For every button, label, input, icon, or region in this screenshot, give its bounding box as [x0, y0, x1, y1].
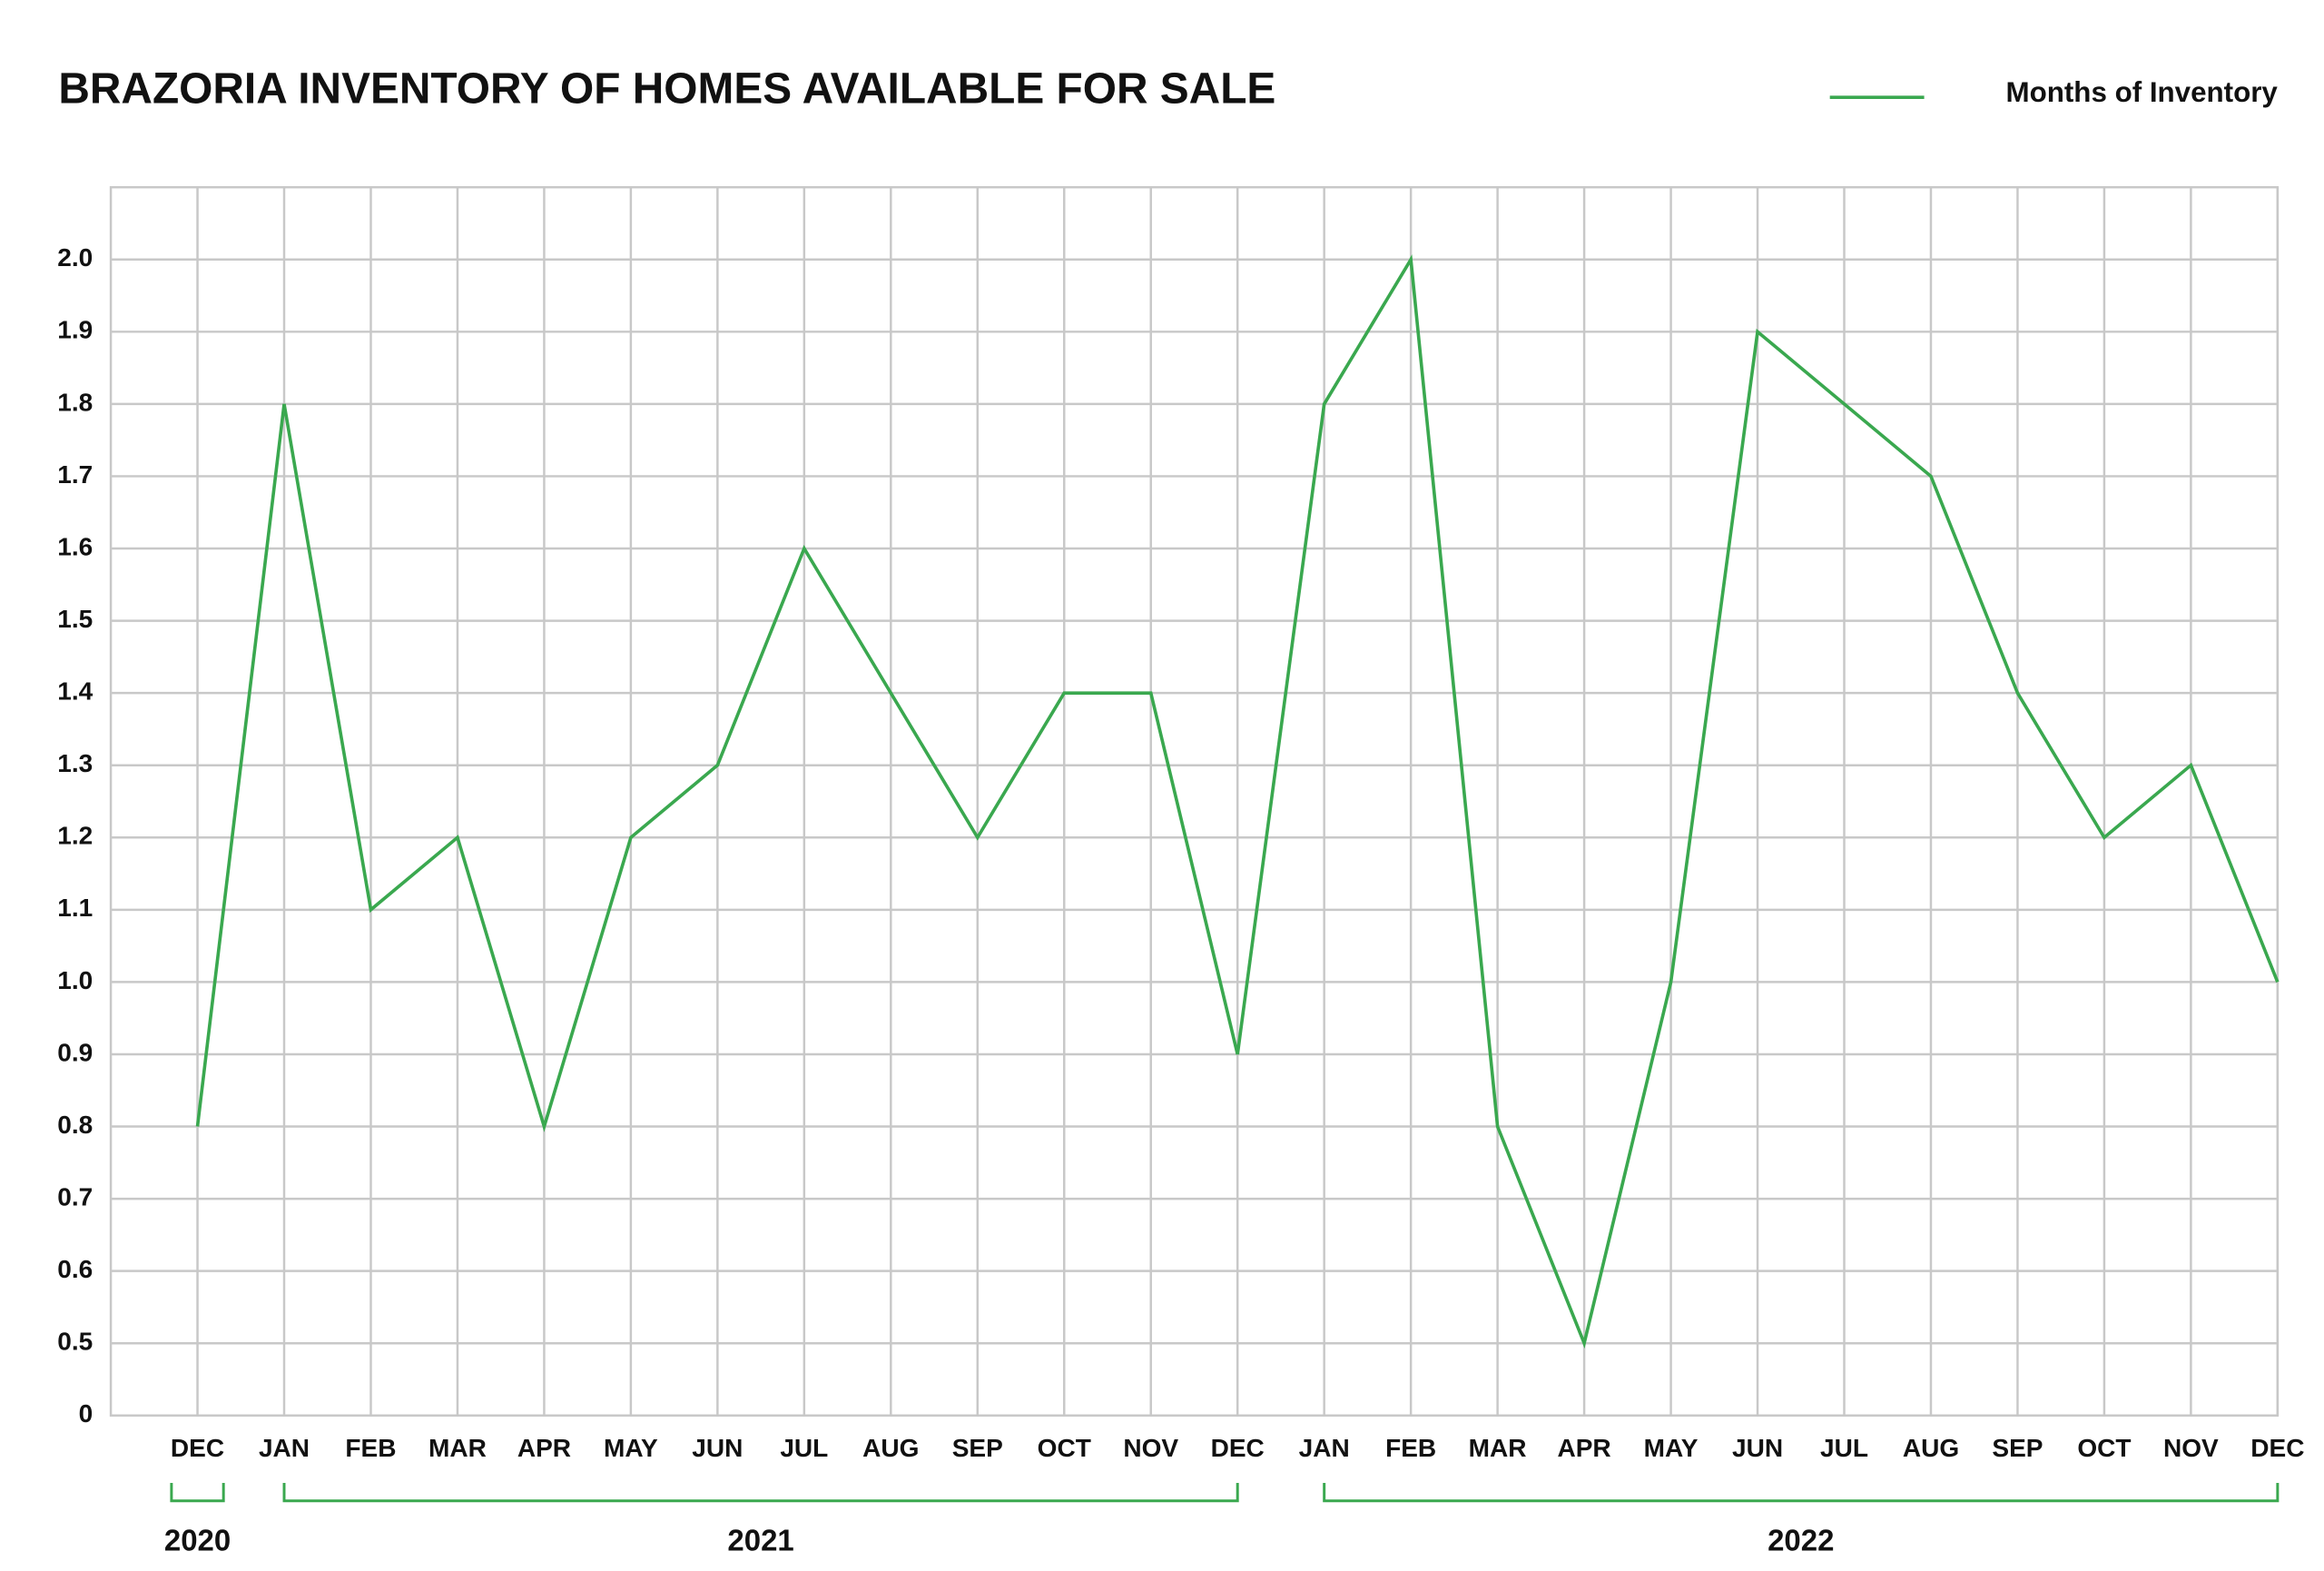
x-tick-label: APR — [517, 1434, 571, 1462]
year-bracket — [170, 1482, 225, 1503]
x-tick-label: JAN — [259, 1434, 310, 1462]
y-tick-label: 1.2 — [57, 822, 93, 850]
data-line — [195, 254, 2280, 1349]
x-tick-label: OCT — [1038, 1434, 1091, 1462]
year-label: 2021 — [727, 1524, 793, 1557]
x-tick-label: MAY — [604, 1434, 658, 1462]
x-tick-label: DEC — [2250, 1434, 2304, 1462]
x-tick-label: DEC — [1211, 1434, 1265, 1462]
x-tick-label: AUG — [1903, 1434, 1959, 1462]
y-tick-label: 1.6 — [57, 532, 93, 560]
y-tick-label: 1.5 — [57, 605, 93, 633]
x-tick-label: JUN — [692, 1434, 743, 1462]
y-tick-label: 0.7 — [57, 1182, 93, 1210]
x-tick-label: NOV — [2163, 1434, 2219, 1462]
x-tick-label: FEB — [345, 1434, 396, 1462]
year-label: 2022 — [1768, 1524, 1834, 1557]
y-tick-label: 1.7 — [57, 460, 93, 489]
year-label: 2020 — [164, 1524, 231, 1557]
chart-title: BRAZORIA INVENTORY OF HOMES AVAILABLE FO… — [58, 64, 1275, 113]
x-tick-label: AUG — [862, 1434, 919, 1462]
x-tick-label: JUL — [780, 1434, 828, 1462]
x-tick-label: MAR — [1469, 1434, 1527, 1462]
x-tick-label: MAY — [1644, 1434, 1699, 1462]
x-tick-label: FEB — [1385, 1434, 1436, 1462]
y-tick-label: 0.5 — [57, 1328, 93, 1356]
y-tick-label: 1.4 — [57, 677, 93, 706]
x-tick-label: OCT — [2077, 1434, 2131, 1462]
y-tick-label: 2.0 — [57, 243, 93, 272]
x-tick-label: NOV — [1123, 1434, 1178, 1462]
year-bracket — [282, 1482, 1239, 1503]
y-tick-label: 0.6 — [57, 1255, 93, 1283]
x-tick-label: SEP — [1992, 1434, 2043, 1462]
y-tick-label: 1.1 — [57, 894, 93, 922]
y-tick-label: 1.0 — [57, 966, 93, 994]
y-tick-label: 1.8 — [57, 388, 93, 416]
x-tick-label: SEP — [952, 1434, 1003, 1462]
y-tick-label: 0 — [79, 1399, 94, 1428]
y-tick-label: 0.9 — [57, 1038, 93, 1066]
plot-border — [109, 185, 2280, 1418]
x-tick-label: JAN — [1299, 1434, 1350, 1462]
y-tick-label: 1.3 — [57, 749, 93, 777]
x-tick-label: JUN — [1732, 1434, 1783, 1462]
y-tick-label: 0.8 — [57, 1111, 93, 1139]
legend-label: Months of Inventory — [2006, 76, 2279, 108]
y-tick-label: 1.9 — [57, 316, 93, 344]
year-bracket — [1323, 1482, 2280, 1503]
x-tick-label: DEC — [171, 1434, 224, 1462]
x-tick-label: APR — [1557, 1434, 1610, 1462]
x-tick-label: JUL — [1820, 1434, 1868, 1462]
x-tick-label: MAR — [428, 1434, 487, 1462]
